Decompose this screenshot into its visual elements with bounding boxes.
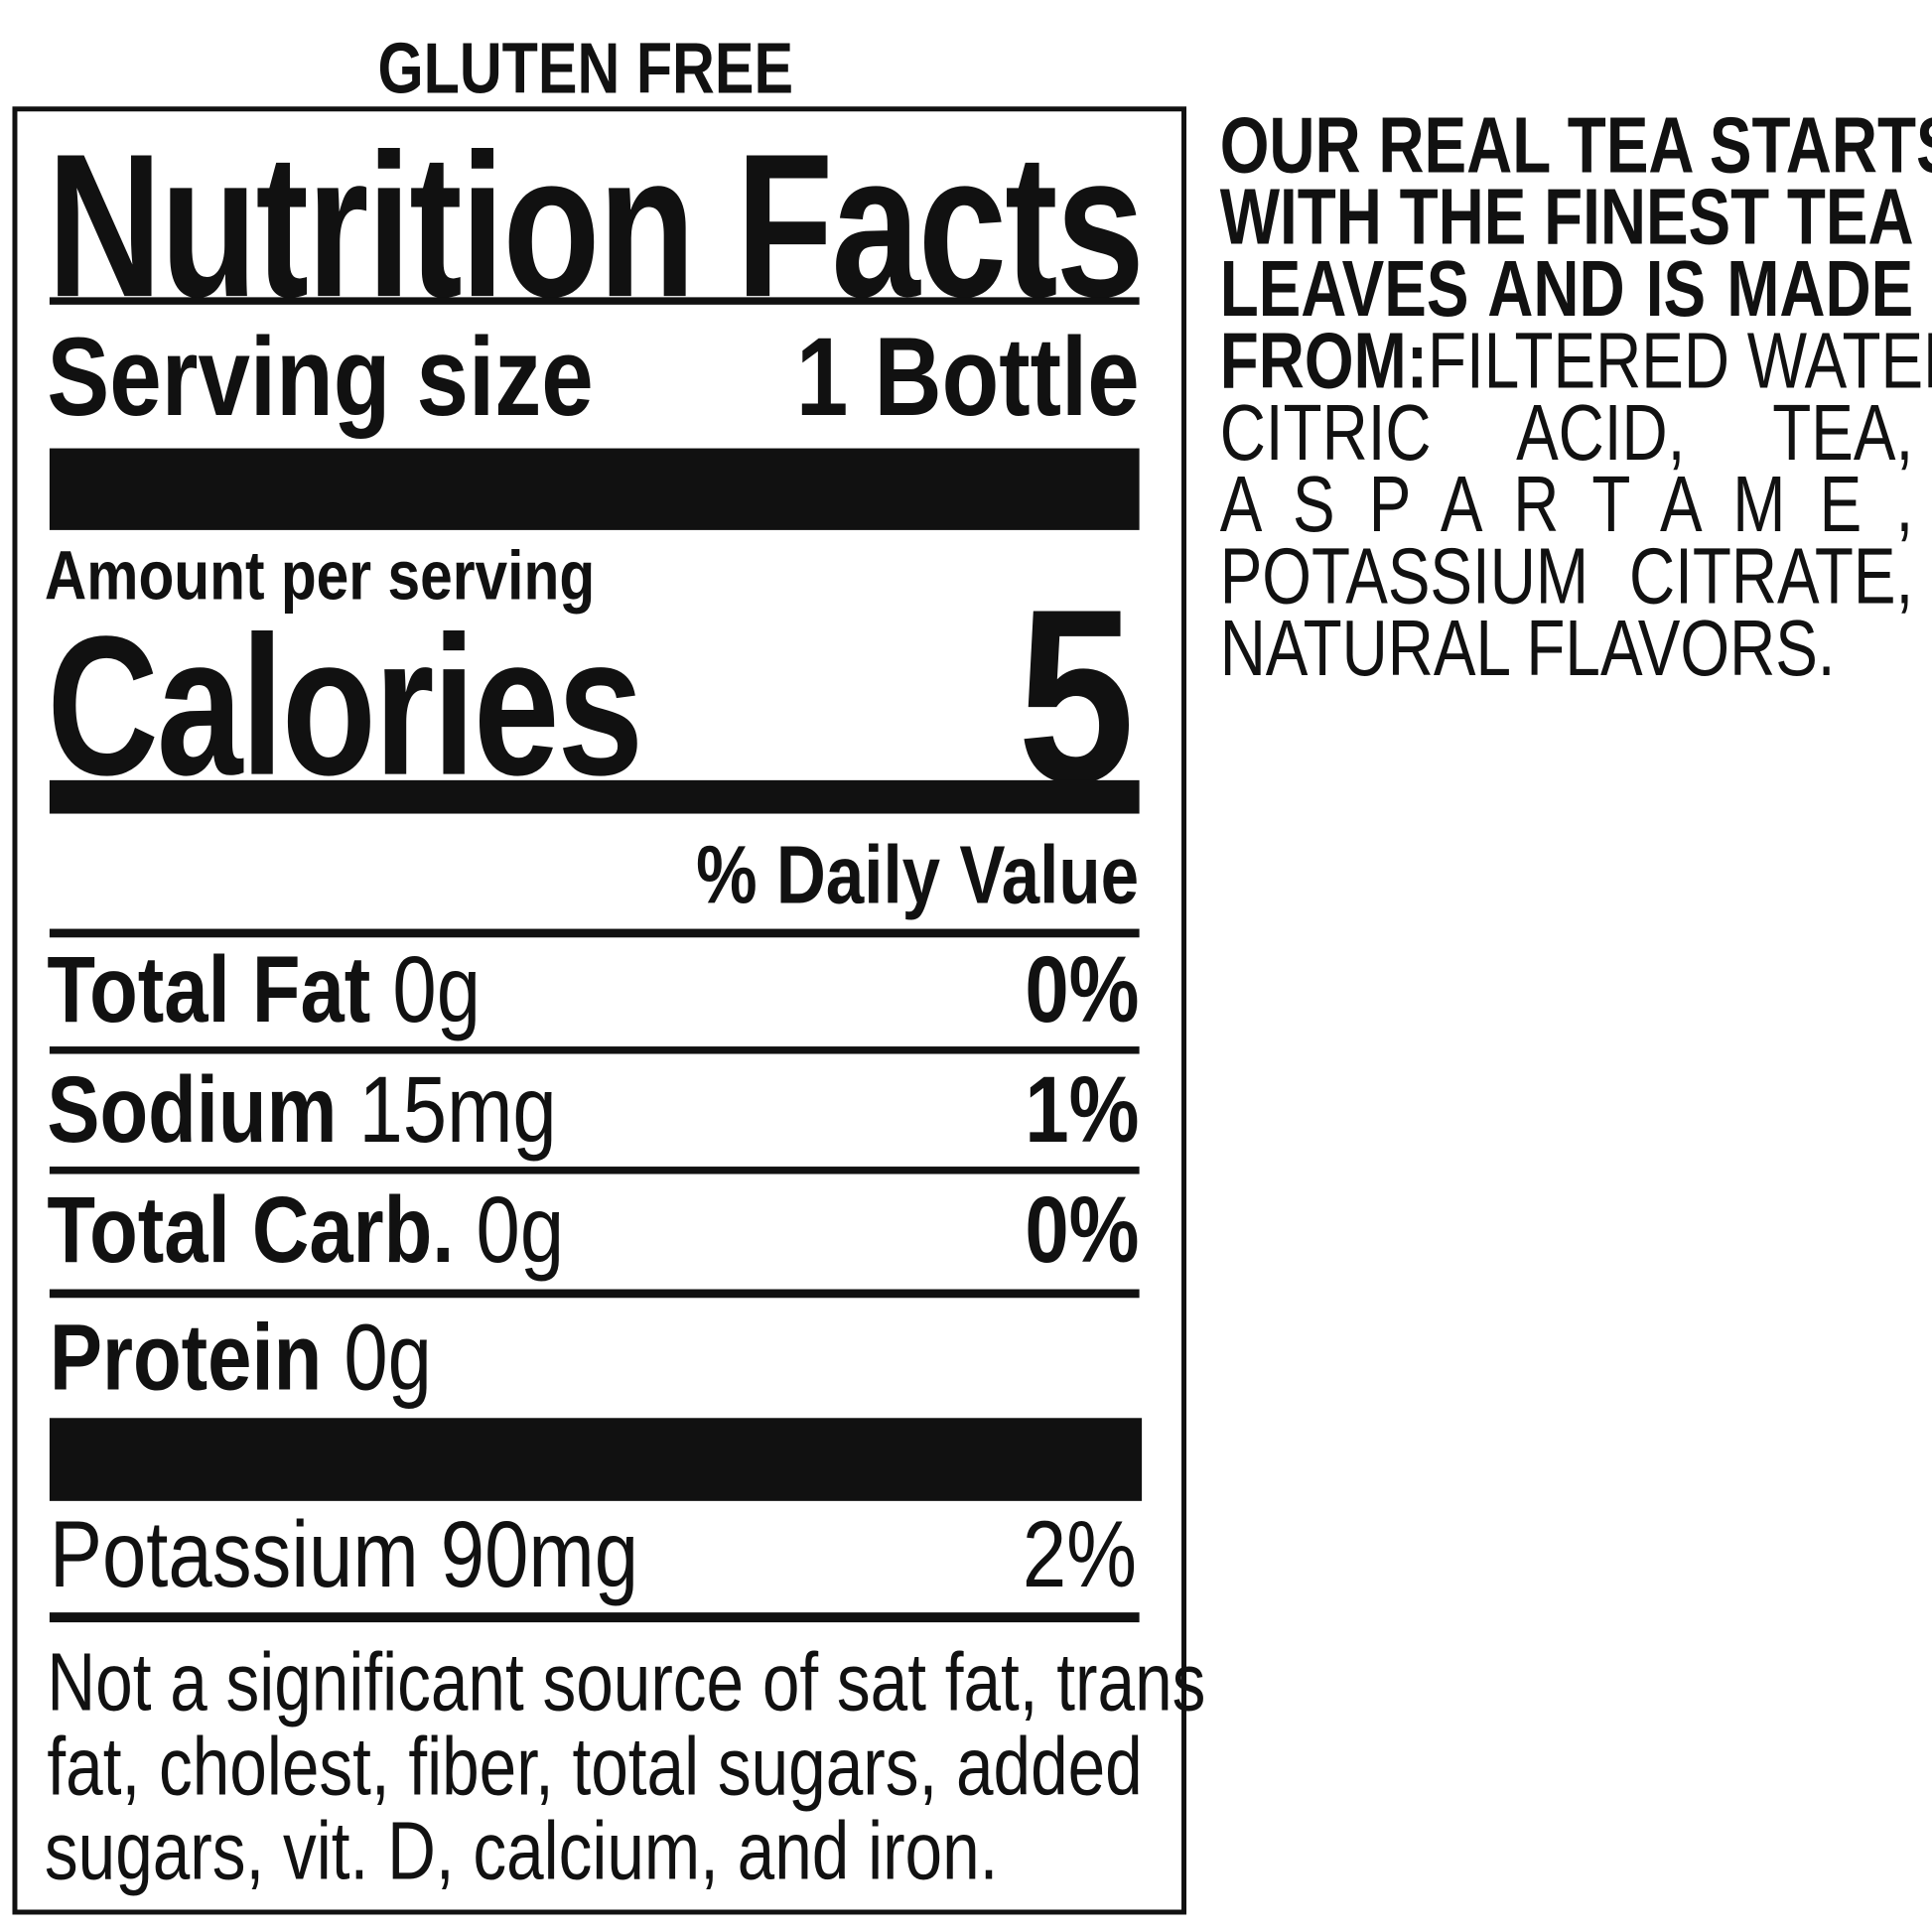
calories-label: Calories: [47, 594, 643, 817]
nutrition-facts-title: Nutrition Facts: [47, 111, 1144, 340]
gluten-free-badge: GLUTEN FREE: [377, 28, 794, 109]
divider: [49, 1046, 1140, 1054]
nutrient-name: Protein: [49, 1305, 323, 1411]
ingredients-intro-line: OUR REAL TEA STARTS: [1219, 100, 1932, 190]
thick-bar: [49, 1418, 1143, 1501]
nutrient-row-total-carb: Total Carb. 0g: [47, 1176, 564, 1285]
nutrient-name: Sodium: [47, 1057, 338, 1164]
divider: [49, 1167, 1140, 1174]
ingredients-intro-line: LEAVES AND IS MADE: [1219, 243, 1914, 334]
nutrient-row-sodium: Sodium 15mg: [47, 1056, 556, 1165]
thick-bar: [49, 779, 1140, 814]
nutrient-name: Total Fat: [47, 937, 371, 1043]
nutrient-amount: 15mg: [358, 1057, 557, 1164]
divider: [49, 1612, 1140, 1623]
daily-value-header: % Daily Value: [696, 828, 1140, 920]
footnote-line: sugars, vit. D, calcium, and iron.: [44, 1804, 999, 1896]
ingredient-line: NATURAL FLAVORS.: [1219, 603, 1836, 693]
nutrient-row-protein: Protein 0g: [50, 1305, 432, 1413]
serving-size-label: Serving size: [47, 316, 594, 440]
nutrient-amount: 90mg: [440, 1502, 639, 1608]
thick-bar: [49, 448, 1140, 530]
nutrient-name: Total Carb.: [47, 1177, 455, 1284]
ingredient-line: FILTERED WATER,: [1427, 316, 1932, 405]
ingredients-from-line: FROM: FILTERED WATER,: [1219, 315, 1932, 406]
ingredients-intro-line: WITH THE FINEST TEA: [1219, 172, 1914, 262]
nutrient-row-potassium: Potassium 90mg: [50, 1501, 638, 1609]
divider: [49, 1289, 1140, 1299]
ingredient-line: A S P A R T A M E ,: [1219, 459, 1914, 549]
nutrient-amount: 0g: [392, 937, 482, 1043]
nutrient-name: Potassium: [49, 1502, 419, 1608]
divider: [49, 928, 1140, 938]
nutrient-row-total-fat: Total Fat 0g: [47, 936, 481, 1044]
amount-per-serving: Amount per serving: [44, 536, 596, 615]
divider: [49, 297, 1140, 305]
nutrient-dv: 0%: [1025, 1177, 1140, 1284]
footnote-line: fat, cholest, fiber, total sugars, added: [47, 1720, 1143, 1812]
footnote-line: Not a significant source of sat fat, tra…: [47, 1635, 1206, 1728]
ingredient-line: CITRIC ACID, TEA,: [1219, 387, 1914, 478]
ingredient-line: POTASSIUM CITRATE,: [1219, 531, 1914, 621]
nutrient-amount: 0g: [344, 1305, 432, 1411]
nutrient-amount: 0g: [476, 1177, 565, 1284]
serving-size-value: 1 Bottle: [795, 316, 1140, 440]
nutrient-dv: 1%: [1025, 1057, 1140, 1164]
nutrient-dv: 0%: [1025, 937, 1140, 1043]
nutrition-facts-panel: [12, 106, 1187, 1915]
from-label: FROM:: [1219, 316, 1428, 405]
nutrient-dv: 2%: [1023, 1502, 1138, 1608]
